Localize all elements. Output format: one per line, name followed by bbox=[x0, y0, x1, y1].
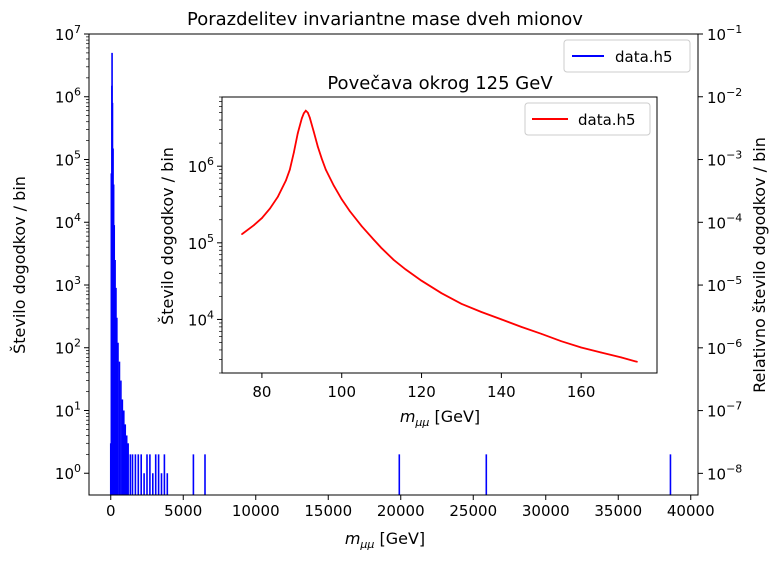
y-tick-label: 103 bbox=[55, 274, 81, 295]
inset-histogram-series bbox=[241, 109, 638, 363]
inset-curve-point bbox=[380, 247, 383, 250]
inset-curve-point bbox=[636, 361, 638, 363]
inset-curve-point bbox=[241, 233, 243, 235]
inset-curve-point bbox=[324, 168, 327, 171]
inset-curve-point bbox=[420, 279, 423, 282]
y-right-tick-label: 10−8 bbox=[707, 462, 742, 483]
x-tick-label: 35000 bbox=[594, 502, 642, 520]
inset-curve-point bbox=[560, 340, 563, 343]
y-tick-label: 107 bbox=[55, 23, 81, 44]
inset-x-tick-label: 160 bbox=[567, 383, 596, 401]
y-tick-label: 105 bbox=[55, 148, 81, 169]
inset-curve-point bbox=[500, 318, 503, 321]
inset-curve-point bbox=[520, 326, 523, 328]
inset-curve-point bbox=[301, 117, 303, 120]
main-x-axis-label: mμμ [GeV] bbox=[345, 529, 425, 551]
inset-background bbox=[222, 97, 657, 373]
inset-curve-point bbox=[392, 259, 395, 261]
inset-curve-line bbox=[241, 109, 638, 363]
main-legend-box bbox=[563, 39, 691, 73]
y-tick-label: 102 bbox=[55, 337, 81, 358]
inset-chart-title: Povečava okrog 125 GeV bbox=[327, 73, 553, 94]
inset-x-tick-label: 80 bbox=[252, 383, 271, 401]
inset-curve-point bbox=[348, 210, 351, 212]
inset-legend-label: data.h5 bbox=[578, 111, 636, 129]
y-tick-label: 104 bbox=[55, 211, 81, 232]
inset-curve-point bbox=[261, 217, 263, 219]
main-x-axis: 0 5000 10000 15000 20000 25000 30000 35000 40000 bbox=[106, 495, 715, 520]
inset-curve-point bbox=[253, 224, 255, 226]
inset-curve-point bbox=[277, 195, 279, 198]
inset-curve-point bbox=[285, 179, 287, 182]
inset-curve-point bbox=[460, 303, 463, 305]
x-tick-label: 15000 bbox=[304, 502, 352, 520]
main-plot-frame bbox=[88, 33, 699, 496]
main-histogram-series bbox=[109, 52, 672, 495]
inset-curve-point bbox=[600, 351, 602, 354]
y-right-tick-label: 10−7 bbox=[707, 400, 742, 421]
inset-legend: data.h5 bbox=[524, 102, 651, 136]
inset-chart: Povečava okrog 125 GeV 80 100 120 140 160 10… bbox=[158, 73, 658, 429]
inset-y-tick-label: 104 bbox=[188, 308, 214, 329]
inset-curve-point bbox=[305, 109, 307, 112]
y-right-tick-label: 10−6 bbox=[707, 337, 742, 358]
inset-curve-point bbox=[316, 145, 319, 148]
y-tick-label: 100 bbox=[55, 462, 81, 483]
inset-y-axis-label: Število dogodkov / bin bbox=[158, 147, 177, 325]
main-legend-label: data.h5 bbox=[615, 48, 673, 66]
inset-curve-point bbox=[320, 157, 323, 160]
inset-curve-point bbox=[620, 356, 622, 359]
x-tick-label: 10000 bbox=[232, 502, 280, 520]
main-chart-title: Porazdelitev invariantne mase dveh miono… bbox=[187, 9, 583, 30]
main-y-axis-label: Število dogodkov / bin bbox=[10, 176, 29, 354]
y-right-tick-label: 10−2 bbox=[707, 86, 742, 107]
main-chart: Porazdelitev invariantne mase dveh miono… bbox=[10, 9, 769, 551]
inset-curve-point bbox=[540, 332, 543, 335]
inset-curve-point bbox=[303, 112, 305, 115]
inset-plot-frame bbox=[221, 96, 658, 374]
y-right-tick-label: 10−3 bbox=[707, 149, 742, 170]
inset-curve-point bbox=[404, 268, 407, 271]
inset-curve-point bbox=[297, 132, 299, 134]
y-tick-label: 106 bbox=[55, 86, 81, 107]
inset-curve-point bbox=[307, 111, 309, 114]
inset-curve-point bbox=[308, 116, 311, 119]
inset-curve-point bbox=[293, 151, 295, 154]
inset-curve-point bbox=[340, 198, 343, 201]
inset-curve-point bbox=[332, 184, 335, 187]
y-tick-label: 101 bbox=[55, 399, 81, 420]
inset-curve-point bbox=[289, 168, 291, 171]
x-tick-label: 5000 bbox=[164, 502, 202, 520]
main-y-axis-left: 100 101 102 103 104 105 106 107 bbox=[55, 23, 89, 483]
x-tick-label: 30000 bbox=[522, 502, 570, 520]
x-tick-label: 20000 bbox=[377, 502, 425, 520]
x-tick-label: 25000 bbox=[449, 502, 497, 520]
x-tick-label: 40000 bbox=[667, 502, 715, 520]
inset-curve-point bbox=[269, 207, 271, 210]
inset-x-tick-label: 140 bbox=[487, 383, 516, 401]
inset-curve-point bbox=[360, 225, 363, 227]
inset-curve-point bbox=[372, 238, 375, 241]
inset-curve-point bbox=[312, 131, 315, 133]
inset-curve-point bbox=[440, 292, 443, 295]
y-right-tick-label: 10−1 bbox=[707, 23, 742, 44]
inset-x-axis-label: mμμ [GeV] bbox=[400, 407, 480, 429]
inset-y-tick-label: 105 bbox=[188, 232, 214, 253]
inset-x-tick-label: 120 bbox=[407, 383, 436, 401]
inset-y-axis: 104 105 106 bbox=[188, 96, 222, 374]
inset-curve-point bbox=[480, 311, 483, 313]
y-right-tick-label: 10−5 bbox=[707, 274, 742, 295]
x-tick-label: 0 bbox=[106, 502, 116, 520]
inset-x-axis: 80 100 120 140 160 bbox=[252, 373, 595, 401]
inset-curve-point bbox=[580, 346, 582, 349]
inset-legend-box bbox=[524, 102, 651, 136]
main-y-axis-right: 10−8 10−7 10−6 10−5 10−4 10−3 10−2 10−1 bbox=[698, 23, 742, 483]
y-right-tick-label: 10−4 bbox=[707, 211, 742, 232]
main-y-axis-right-label: Relativno število dogodkov / bin bbox=[750, 137, 769, 393]
inset-x-tick-label: 100 bbox=[327, 383, 356, 401]
main-legend: data.h5 bbox=[563, 39, 691, 73]
inset-y-tick-label: 106 bbox=[188, 155, 214, 176]
